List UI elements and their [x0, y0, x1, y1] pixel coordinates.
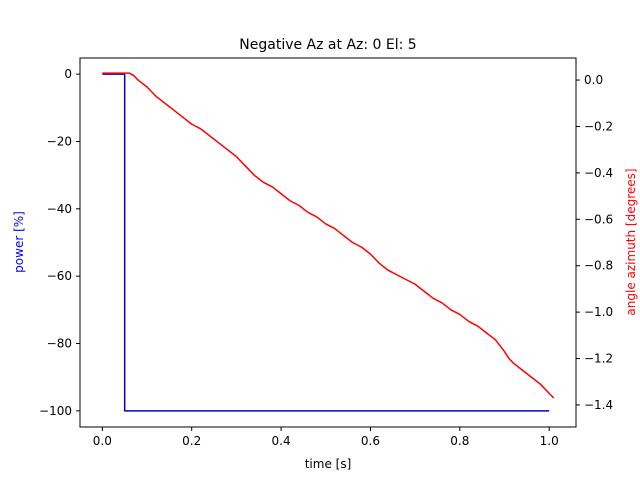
plot-frame [79, 57, 577, 428]
y-left-tick-label: −60 [47, 269, 72, 283]
y-right-tick-label: 0.0 [584, 73, 603, 87]
y-left-tick-label: 0 [64, 67, 72, 81]
x-tick-label: 1.0 [540, 434, 559, 448]
x-axis-label: time [s] [305, 457, 352, 471]
y-left-tick-label: −80 [47, 337, 72, 351]
y-right-tick-label: −0.8 [584, 259, 613, 273]
y-left-tick-label: −100 [39, 404, 72, 418]
y-right-tick-label: −1.0 [584, 305, 613, 319]
x-tick-label: 0.0 [93, 434, 112, 448]
y-right-tick-label: −0.4 [584, 166, 613, 180]
chart-title: Negative Az at Az: 0 El: 5 [239, 37, 416, 53]
y-axis-label-right: angle azimuth [degrees] [624, 168, 638, 315]
y-right-tick-label: −0.2 [584, 119, 613, 133]
plot-area [102, 72, 555, 412]
x-tick-label: 0.2 [182, 434, 201, 448]
y-left-tick-label: −40 [47, 202, 72, 216]
x-tick-label: 0.8 [450, 434, 469, 448]
y-left-tick-label: −20 [47, 134, 72, 148]
series-line-0 [102, 73, 550, 412]
y-right-tick-label: −0.6 [584, 212, 613, 226]
ticks-layer: 0.0 0.2 0.4 0.6 0.8 1.0 0 −20 −40 −60 −80 −100 0.0 −0… [39, 67, 613, 448]
y-right-tick-label: −1.2 [584, 352, 613, 366]
x-tick-label: 0.6 [361, 434, 380, 448]
series-line-1 [102, 72, 555, 399]
y-axis-label-left: power [%] [12, 211, 26, 273]
x-tick-label: 0.4 [272, 434, 291, 448]
y-right-tick-label: −1.4 [584, 398, 613, 412]
